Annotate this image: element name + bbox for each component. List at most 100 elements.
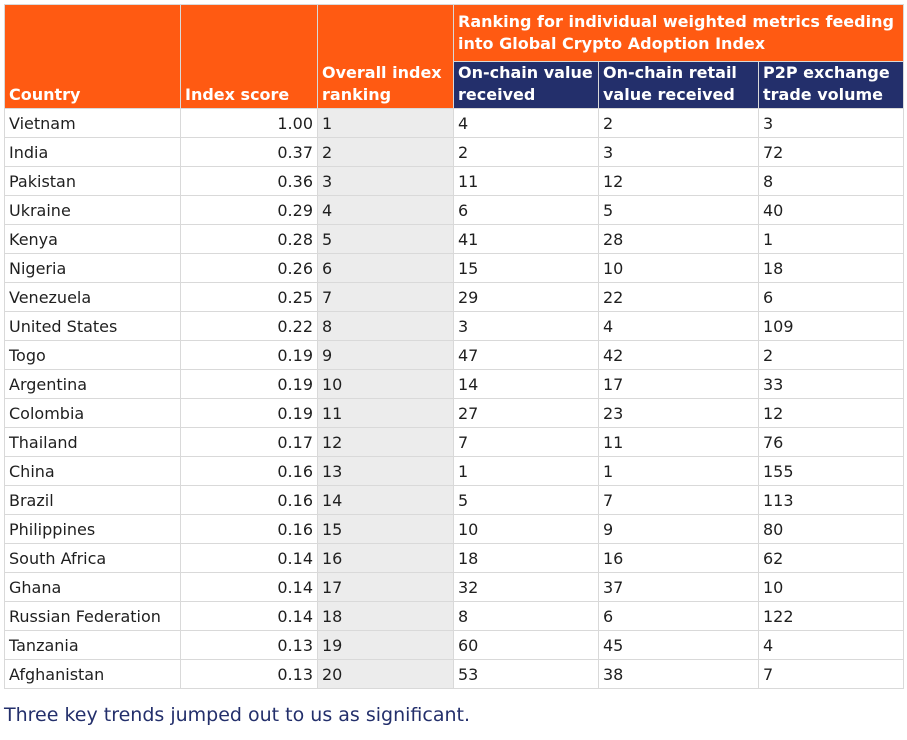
- score-cell: 0.22: [180, 311, 318, 341]
- metric3-cell: 113: [757, 485, 905, 515]
- score-cell: 0.16: [180, 514, 318, 544]
- metric1-cell: 10: [453, 514, 599, 544]
- table-row: Venezuela 0.25 7 29 22 6: [4, 282, 905, 312]
- metric3-cell: 62: [757, 543, 905, 573]
- table-row: Ukraine 0.29 4 6 5 40: [4, 195, 905, 225]
- metric2-cell: 22: [598, 282, 759, 312]
- metric3-cell: 2: [757, 340, 905, 370]
- country-cell: Ghana: [4, 572, 181, 602]
- rank-cell: 12: [317, 427, 454, 457]
- score-cell: 0.25: [180, 282, 318, 312]
- metric2-cell: 5: [598, 195, 759, 225]
- rank-cell: 11: [317, 398, 454, 428]
- metric3-cell: 80: [757, 514, 905, 544]
- metric1-cell: 3: [453, 311, 599, 341]
- crypto-adoption-table: Country Index score Overall index rankin…: [4, 4, 905, 689]
- metric1-cell: 41: [453, 224, 599, 254]
- header-country: Country: [4, 4, 181, 109]
- metric3-cell: 1: [757, 224, 905, 254]
- rank-cell: 2: [317, 137, 454, 167]
- rank-cell: 1: [317, 108, 454, 138]
- score-cell: 0.13: [180, 659, 318, 689]
- rank-cell: 20: [317, 659, 454, 689]
- table-row: China 0.16 13 1 1 155: [4, 456, 905, 486]
- table-row: Russian Federation 0.14 18 8 6 122: [4, 601, 905, 631]
- rank-cell: 15: [317, 514, 454, 544]
- table-row: Ghana 0.14 17 32 37 10: [4, 572, 905, 602]
- rank-cell: 5: [317, 224, 454, 254]
- metric3-cell: 12: [757, 398, 905, 428]
- rank-cell: 18: [317, 601, 454, 631]
- country-cell: Kenya: [4, 224, 181, 254]
- metric2-cell: 23: [598, 398, 759, 428]
- country-cell: Afghanistan: [4, 659, 181, 689]
- country-cell: Togo: [4, 340, 181, 370]
- rank-cell: 7: [317, 282, 454, 312]
- score-cell: 0.13: [180, 630, 318, 660]
- metric1-cell: 11: [453, 166, 599, 196]
- table-row: Kenya 0.28 5 41 28 1: [4, 224, 905, 254]
- metric1-cell: 15: [453, 253, 599, 283]
- metric2-cell: 10: [598, 253, 759, 283]
- metric2-cell: 42: [598, 340, 759, 370]
- header-overall-ranking: Overall index ranking: [317, 4, 454, 109]
- table-row: Thailand 0.17 12 7 11 76: [4, 427, 905, 457]
- metric3-cell: 3: [757, 108, 905, 138]
- metric3-cell: 40: [757, 195, 905, 225]
- header-metrics-group: Ranking for individual weighted metrics …: [452, 4, 905, 62]
- table-row: Afghanistan 0.13 20 53 38 7: [4, 659, 905, 689]
- country-cell: China: [4, 456, 181, 486]
- country-cell: Tanzania: [4, 630, 181, 660]
- metric1-cell: 4: [453, 108, 599, 138]
- metric1-cell: 8: [453, 601, 599, 631]
- table-row: Vietnam 1.00 1 4 2 3: [4, 108, 905, 138]
- metric1-cell: 14: [453, 369, 599, 399]
- rank-cell: 3: [317, 166, 454, 196]
- score-cell: 0.19: [180, 369, 318, 399]
- country-cell: Thailand: [4, 427, 181, 457]
- metric3-cell: 7: [757, 659, 905, 689]
- rank-cell: 14: [317, 485, 454, 515]
- metric3-cell: 122: [757, 601, 905, 631]
- score-cell: 0.14: [180, 601, 318, 631]
- score-cell: 0.19: [180, 340, 318, 370]
- metric2-cell: 12: [598, 166, 759, 196]
- metric3-cell: 10: [757, 572, 905, 602]
- table-row: South Africa 0.14 16 18 16 62: [4, 543, 905, 573]
- metric2-cell: 28: [598, 224, 759, 254]
- metric1-cell: 60: [453, 630, 599, 660]
- country-cell: Pakistan: [4, 166, 181, 196]
- table-body: Vietnam 1.00 1 4 2 3 India 0.37 2 2 3 72 Pakistan 0…: [4, 108, 905, 689]
- metric1-cell: 7: [453, 427, 599, 457]
- rank-cell: 17: [317, 572, 454, 602]
- table-row: Pakistan 0.36 3 11 12 8: [4, 166, 905, 196]
- table-row: Nigeria 0.26 6 15 10 18: [4, 253, 905, 283]
- metric3-cell: 18: [757, 253, 905, 283]
- metric3-cell: 72: [757, 137, 905, 167]
- rank-cell: 13: [317, 456, 454, 486]
- table-row: Brazil 0.16 14 5 7 113: [4, 485, 905, 515]
- metric1-cell: 29: [453, 282, 599, 312]
- metric1-cell: 27: [453, 398, 599, 428]
- metric2-cell: 6: [598, 601, 759, 631]
- header-p2p-volume: P2P exchange trade volume: [757, 61, 905, 109]
- metric2-cell: 2: [598, 108, 759, 138]
- metric2-cell: 4: [598, 311, 759, 341]
- metric2-cell: 11: [598, 427, 759, 457]
- metric3-cell: 6: [757, 282, 905, 312]
- rank-cell: 10: [317, 369, 454, 399]
- country-cell: Philippines: [4, 514, 181, 544]
- table-row: Argentina 0.19 10 14 17 33: [4, 369, 905, 399]
- table-row: Philippines 0.16 15 10 9 80: [4, 514, 905, 544]
- score-cell: 0.28: [180, 224, 318, 254]
- score-cell: 0.14: [180, 572, 318, 602]
- table-row: India 0.37 2 2 3 72: [4, 137, 905, 167]
- rank-cell: 8: [317, 311, 454, 341]
- metric3-cell: 155: [757, 456, 905, 486]
- metric2-cell: 45: [598, 630, 759, 660]
- country-cell: Russian Federation: [4, 601, 181, 631]
- rank-cell: 6: [317, 253, 454, 283]
- country-cell: South Africa: [4, 543, 181, 573]
- metric3-cell: 4: [757, 630, 905, 660]
